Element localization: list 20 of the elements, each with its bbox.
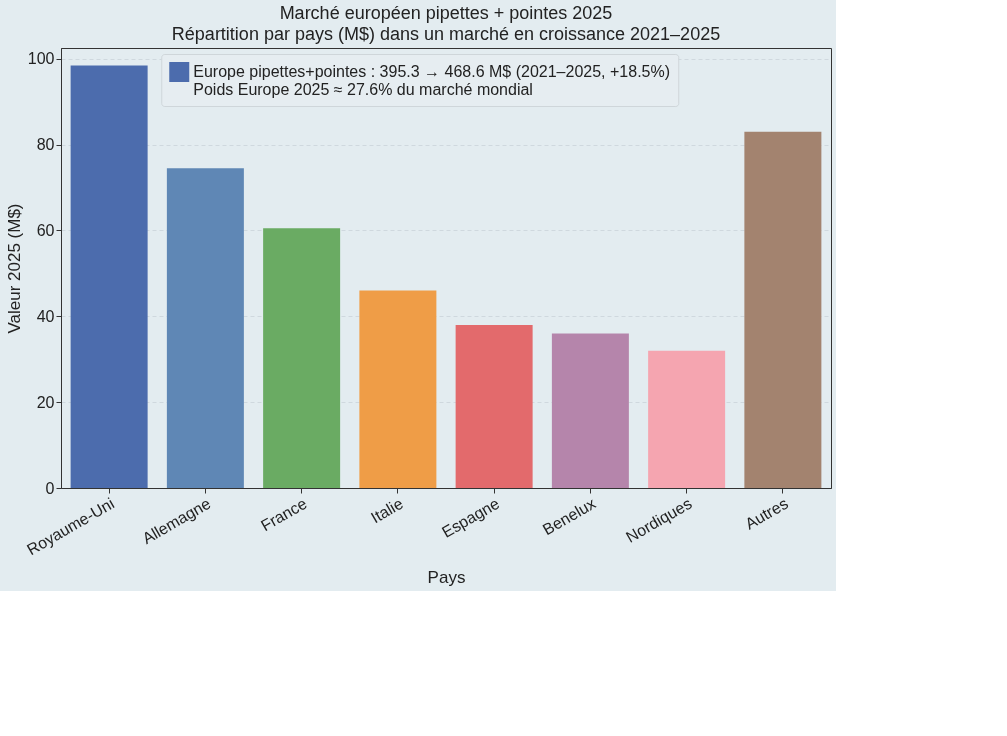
bar — [648, 350, 726, 488]
chart-subtitle: Répartition par pays (M$) dans un marché en croissance 2021–2025 — [171, 24, 721, 44]
bar — [70, 65, 148, 488]
bar — [551, 333, 629, 488]
bar — [166, 168, 244, 488]
y-tick-label: 80 — [36, 136, 55, 154]
y-tick-label: 40 — [36, 307, 55, 325]
bar — [263, 228, 341, 488]
y-axis-title: Valeur 2025 (M$) — [4, 203, 24, 334]
chart-title: Marché européen pipettes + pointes 2025 — [279, 3, 613, 23]
x-tick-label: Italie — [368, 494, 406, 527]
y-tick-label: 100 — [27, 50, 55, 68]
bar — [744, 131, 822, 488]
y-tick-label: 20 — [36, 393, 55, 411]
legend-label: Europe pipettes+pointes : 395.3 → 468.6 M$ (2021–2025, +18.5%) Poids Europe 2025 ≈ 27.6% du marché mondial — [193, 63, 671, 98]
bar — [359, 290, 437, 488]
y-tick-label: 0 — [45, 479, 55, 497]
bar — [455, 324, 533, 488]
y-tick-label: 60 — [36, 221, 55, 239]
x-axis-title: Pays — [427, 568, 466, 588]
